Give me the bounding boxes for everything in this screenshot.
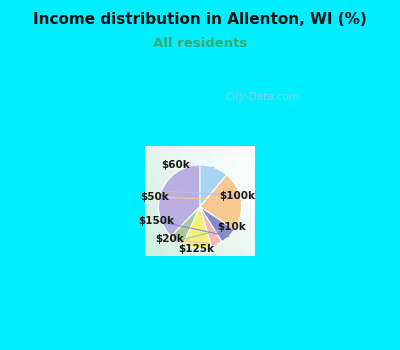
Wedge shape <box>200 175 242 230</box>
Text: $20k: $20k <box>155 234 184 244</box>
Text: $10k: $10k <box>217 222 246 232</box>
Wedge shape <box>183 206 212 248</box>
Text: $100k: $100k <box>219 191 255 201</box>
Text: $50k: $50k <box>140 192 168 202</box>
Text: $150k: $150k <box>138 216 174 226</box>
Text: City-Data.com: City-Data.com <box>226 92 300 102</box>
Wedge shape <box>171 206 200 244</box>
Wedge shape <box>200 206 222 246</box>
Wedge shape <box>200 165 227 206</box>
Wedge shape <box>158 165 200 236</box>
Text: $125k: $125k <box>179 244 215 254</box>
Wedge shape <box>200 206 234 242</box>
Text: All residents: All residents <box>153 37 247 50</box>
Text: Income distribution in Allenton, WI (%): Income distribution in Allenton, WI (%) <box>33 12 367 27</box>
Text: $60k: $60k <box>162 160 190 170</box>
